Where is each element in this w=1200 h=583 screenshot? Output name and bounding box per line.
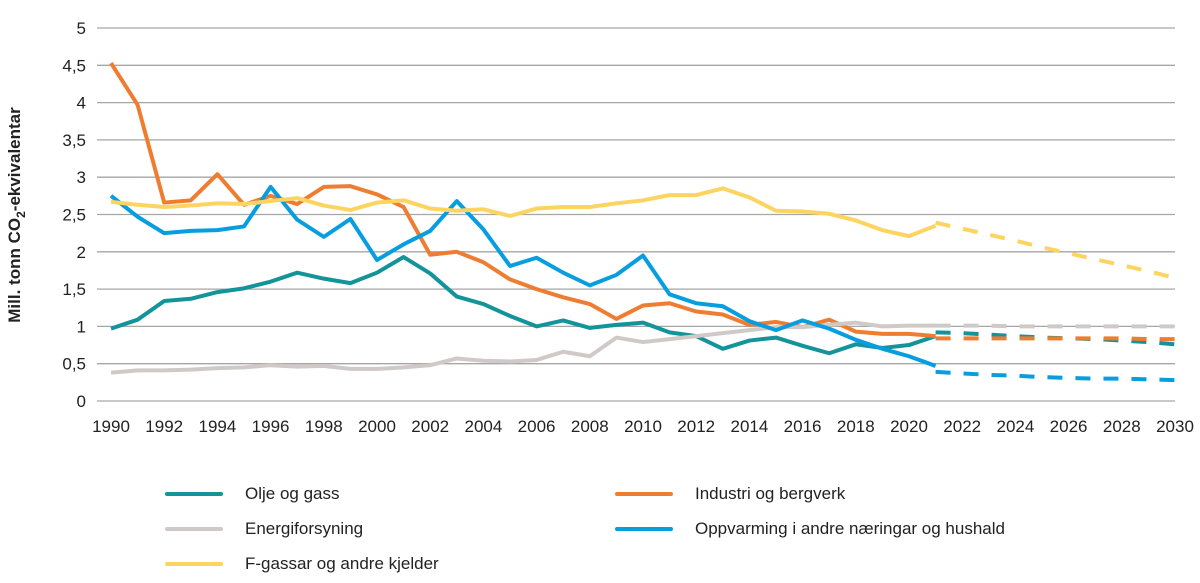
- x-tick-label: 2020: [890, 417, 928, 436]
- y-tick-label: 3: [77, 168, 86, 187]
- x-tick-label: 2004: [464, 417, 502, 436]
- legend-label: Energiforsyning: [245, 518, 364, 538]
- y-tick-label: 0: [77, 392, 86, 411]
- legend-swatch: [615, 491, 673, 496]
- x-tick-label: 2018: [837, 417, 875, 436]
- y-tick-labels: 0 0,5 1 1,5 2 2,5 3 3,5 4 4,5 5: [62, 19, 86, 411]
- y-tick-label: 3,5: [62, 131, 86, 150]
- series-line-historical: [110, 186, 937, 239]
- legend-swatch: [165, 561, 223, 566]
- x-tick-label: 2026: [1050, 417, 1088, 436]
- legend-swatch: [615, 526, 673, 531]
- series-line-projection: [935, 220, 1176, 280]
- series-line-projection: [935, 336, 1175, 342]
- y-tick-label: 4,5: [62, 56, 86, 75]
- y-tick-label: 4: [77, 94, 86, 113]
- x-tick-label: 2006: [518, 417, 556, 436]
- series-line-historical: [109, 61, 936, 339]
- series-line-historical: [109, 184, 937, 368]
- x-tick-label: 2030: [1156, 417, 1194, 436]
- legend-label: Industri og bergverk: [695, 483, 846, 503]
- legend-item: Olje og gass: [165, 480, 615, 507]
- x-tick-label: 1992: [145, 417, 183, 436]
- legend-item: Energiforsyning: [165, 515, 615, 542]
- y-tick-label: 1,5: [62, 280, 86, 299]
- x-tick-label: 2024: [996, 417, 1034, 436]
- x-tick-label: 1990: [92, 417, 130, 436]
- legend-item: Oppvarming i andre næringar og hushald: [615, 515, 1115, 542]
- y-axis-label: Mill. tonn CO2-ekvivalentar: [5, 107, 28, 323]
- legend-swatch: [165, 526, 223, 531]
- legend-item: Industri og bergverk: [615, 480, 1115, 507]
- x-tick-label: 2002: [411, 417, 449, 436]
- x-tick-label: 2012: [677, 417, 715, 436]
- series-line-historical: [110, 255, 937, 356]
- legend-label: Olje og gass: [245, 483, 340, 503]
- x-tick-label: 1994: [198, 417, 236, 436]
- legend-swatch: [165, 491, 223, 496]
- gridlines: [97, 27, 1175, 402]
- y-tick-label: 5: [77, 19, 86, 38]
- legend-label: F-gassar og andre kjelder: [245, 553, 439, 573]
- line-chart: 00,511,522,533,544,55 1990 1992 1994 1996 19…: [5, 19, 1194, 436]
- y-tick-label: 2,5: [62, 206, 86, 225]
- x-tick-label: 1998: [305, 417, 343, 436]
- y-tick-label: 1: [77, 317, 86, 336]
- x-tick-label: 2010: [624, 417, 662, 436]
- x-tick-label: 2028: [1103, 417, 1141, 436]
- x-tick-label: 2008: [571, 417, 609, 436]
- x-tick-label: 2016: [784, 417, 822, 436]
- legend: Olje og gass Industri og bergverk Energifo…: [165, 480, 1165, 577]
- series-line-projection: [935, 369, 1176, 383]
- x-tick-label: 2014: [730, 417, 768, 436]
- y-tick-label: 0,5: [62, 355, 86, 374]
- x-tick-label: 1996: [252, 417, 290, 436]
- x-tick-label: 2022: [943, 417, 981, 436]
- legend-item: F-gassar og andre kjelder: [165, 550, 615, 577]
- x-tick-labels: 1990 1992 1994 1996 1998 2000 2002 2004 2006 2008…: [92, 417, 1194, 436]
- y-tick-label: 2: [77, 243, 86, 262]
- x-tick-label: 2000: [358, 417, 396, 436]
- legend-label: Oppvarming i andre næringar og hushald: [695, 518, 1005, 538]
- series-line-projection: [935, 323, 1175, 329]
- series-lines: [109, 61, 1176, 383]
- series-line-historical: [110, 320, 936, 375]
